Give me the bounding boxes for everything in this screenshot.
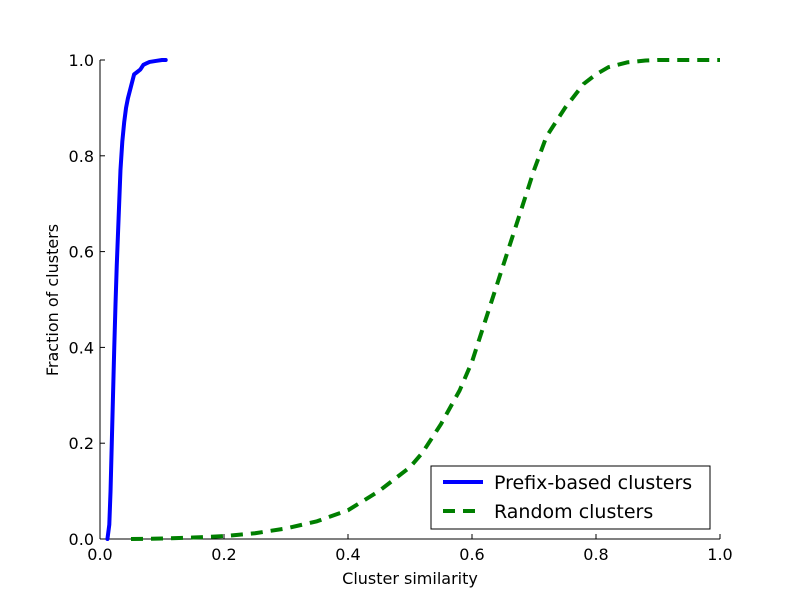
y-tick-label: 0.2 — [69, 434, 94, 453]
y-axis-label: Fraction of clusters — [43, 224, 62, 376]
x-axis-label: Cluster similarity — [342, 569, 478, 588]
y-tick-label: 0.4 — [69, 338, 94, 357]
x-tick-label: 0.4 — [335, 545, 360, 564]
y-tick-label: 0.8 — [69, 147, 94, 166]
legend-label-prefix: Prefix-based clusters — [494, 472, 692, 494]
x-tick-label: 0.0 — [87, 545, 112, 564]
legend-label-random: Random clusters — [494, 501, 653, 523]
x-tick-label: 0.6 — [459, 545, 484, 564]
series-line-random — [130, 58, 720, 541]
series-line-prefix-based — [105, 58, 168, 541]
legend-frame — [430, 465, 711, 530]
series-layer — [105, 58, 720, 541]
x-tick-label: 0.2 — [211, 545, 236, 564]
y-tick-label: 1.0 — [69, 51, 94, 70]
x-tick-label: 0.8 — [583, 545, 608, 564]
y-tick-label: 0.0 — [69, 530, 94, 549]
x-tick-label: 1.0 — [707, 545, 732, 564]
legend: Prefix-based clusters Random clusters — [430, 465, 711, 530]
axis-tick-labels: 0.0 0.2 0.4 0.6 0.8 1.0 0.0 0.2 0.4 0.6 0.8 1.0 — [69, 51, 733, 564]
y-tick-label: 0.6 — [69, 243, 94, 262]
axis-ticks — [99, 59, 721, 540]
